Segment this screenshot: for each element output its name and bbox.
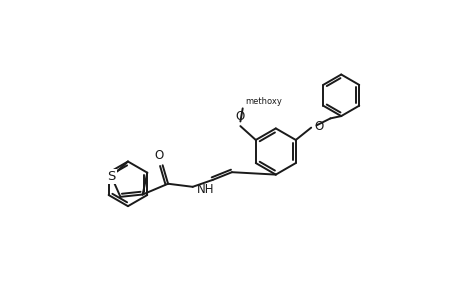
- Text: O: O: [154, 149, 163, 162]
- Text: O: O: [235, 110, 245, 123]
- Text: NH: NH: [196, 183, 213, 196]
- Text: S: S: [107, 170, 115, 183]
- Text: O: O: [313, 120, 323, 133]
- Text: methoxy: methoxy: [245, 97, 281, 106]
